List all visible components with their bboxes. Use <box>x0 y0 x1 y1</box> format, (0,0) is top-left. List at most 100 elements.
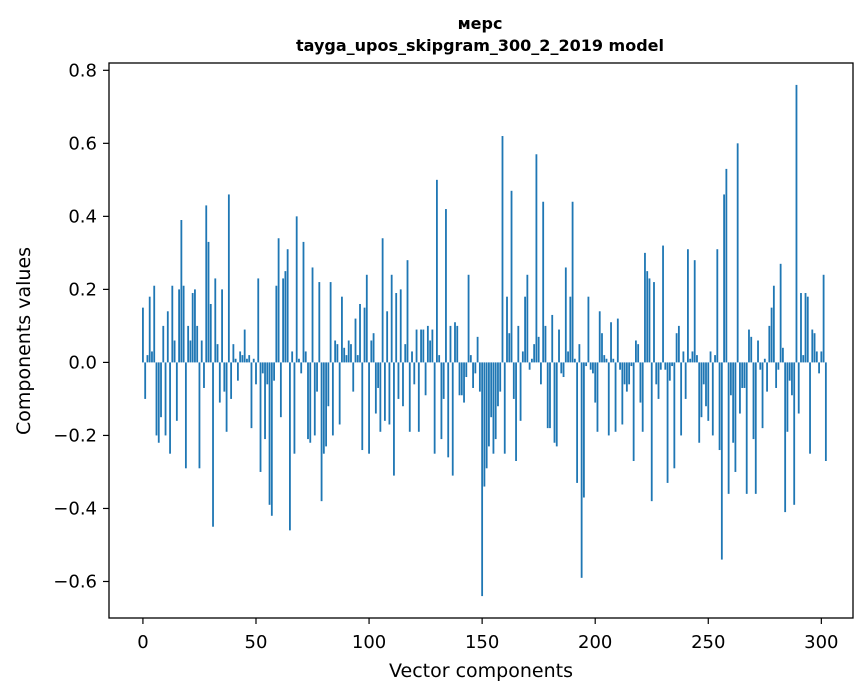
bar-component-60 <box>277 238 280 363</box>
bar-component-79 <box>320 362 323 502</box>
bar-component-57 <box>270 362 273 516</box>
bar-component-63 <box>284 271 287 363</box>
y-axis-label: Components values <box>13 247 35 435</box>
bar-component-72 <box>304 351 307 363</box>
bar-component-50 <box>255 362 257 385</box>
bar-component-207 <box>610 322 612 363</box>
bar-component-71 <box>302 241 305 363</box>
chart-subtitle: tayga_upos_skipgram_300_2_2019 model <box>296 36 664 55</box>
bar-component-180 <box>549 362 551 429</box>
bar-component-38 <box>227 194 230 363</box>
bar-component-240 <box>684 362 687 399</box>
bar-component-94 <box>354 318 357 363</box>
bar-component-271 <box>754 362 757 494</box>
bar-component-59 <box>275 285 278 363</box>
y-tick-label: 0.4 <box>68 206 97 227</box>
bar-component-133 <box>442 362 445 399</box>
bar-component-299 <box>818 362 820 374</box>
bar-component-102 <box>372 333 375 363</box>
bar-component-101 <box>370 340 373 363</box>
bar-component-85 <box>334 340 337 363</box>
x-tick-label: 300 <box>804 632 838 653</box>
bar-component-138 <box>454 322 456 363</box>
bar-component-229 <box>659 362 662 370</box>
bar-component-245 <box>696 355 698 363</box>
bar-component-20 <box>187 325 190 363</box>
bar-component-33 <box>216 344 219 363</box>
bar-component-255 <box>718 362 721 451</box>
bar-component-0 <box>142 307 144 363</box>
bar-component-201 <box>596 362 599 432</box>
bar-component-301 <box>822 274 825 363</box>
bar-component-239 <box>682 351 685 363</box>
bar-component-62 <box>282 278 285 363</box>
bar-component-228 <box>657 362 660 399</box>
bar-component-47 <box>248 355 251 363</box>
bar-component-184 <box>558 329 560 363</box>
bar-component-199 <box>592 362 594 374</box>
bar-component-48 <box>250 362 253 429</box>
bar-component-122 <box>417 362 420 432</box>
bar-component-125 <box>424 362 427 396</box>
x-tick-label: 50 <box>245 632 268 653</box>
bar-component-238 <box>680 362 683 436</box>
bar-component-130 <box>436 179 438 363</box>
bar-component-36 <box>223 362 226 392</box>
y-tick-label: 0.8 <box>68 60 97 81</box>
bar-component-137 <box>451 362 454 476</box>
bar-component-248 <box>702 362 705 385</box>
bar-component-114 <box>399 289 402 363</box>
bar-component-159 <box>501 136 504 363</box>
bar-component-88 <box>341 296 343 363</box>
bar-component-157 <box>497 362 499 407</box>
bar-component-152 <box>485 362 488 469</box>
bar-component-270 <box>752 362 755 440</box>
bar-component-260 <box>729 362 732 396</box>
bar-component-173 <box>533 344 536 363</box>
bar-component-116 <box>404 344 407 363</box>
bar-component-179 <box>546 362 549 429</box>
bar-component-202 <box>598 311 601 363</box>
bar-component-18 <box>182 285 185 363</box>
bar-component-251 <box>709 351 712 363</box>
bar-component-254 <box>716 249 719 363</box>
bar-component-298 <box>815 351 818 363</box>
bar-component-128 <box>431 329 434 363</box>
bar-component-188 <box>567 351 569 363</box>
bar-component-262 <box>734 362 737 472</box>
bar-component-46 <box>246 358 248 363</box>
bar-component-161 <box>506 296 508 363</box>
bar-component-289 <box>795 84 798 363</box>
bar-component-252 <box>711 362 714 436</box>
bar-component-98 <box>363 307 366 363</box>
bar-component-284 <box>784 362 787 513</box>
bar-component-117 <box>406 260 409 363</box>
bar-component-55 <box>266 362 269 385</box>
bar-component-68 <box>295 216 298 363</box>
bar-component-261 <box>732 362 735 443</box>
bar-component-288 <box>793 362 796 505</box>
bar-component-41 <box>234 358 237 363</box>
bar-component-268 <box>748 329 750 363</box>
bar-component-259 <box>727 362 730 494</box>
bar-component-233 <box>668 362 671 381</box>
bar-component-247 <box>700 362 703 418</box>
bar-component-275 <box>763 358 766 363</box>
bar-component-25 <box>198 362 201 469</box>
bar-component-290 <box>797 362 800 414</box>
bar-component-277 <box>768 325 771 363</box>
bar-component-93 <box>352 362 355 392</box>
bar-component-105 <box>379 362 382 432</box>
bar-component-167 <box>519 362 522 421</box>
bar-component-24 <box>196 325 199 363</box>
bar-component-198 <box>589 362 592 370</box>
plot-frame <box>108 62 854 619</box>
bar-component-244 <box>693 260 696 363</box>
bar-component-99 <box>365 274 368 363</box>
bar-component-8 <box>160 362 162 418</box>
bar-component-134 <box>445 209 447 363</box>
bar-component-143 <box>465 362 468 378</box>
bar-component-37 <box>225 362 228 432</box>
bar-component-42 <box>237 362 239 381</box>
bar-component-203 <box>601 333 603 363</box>
